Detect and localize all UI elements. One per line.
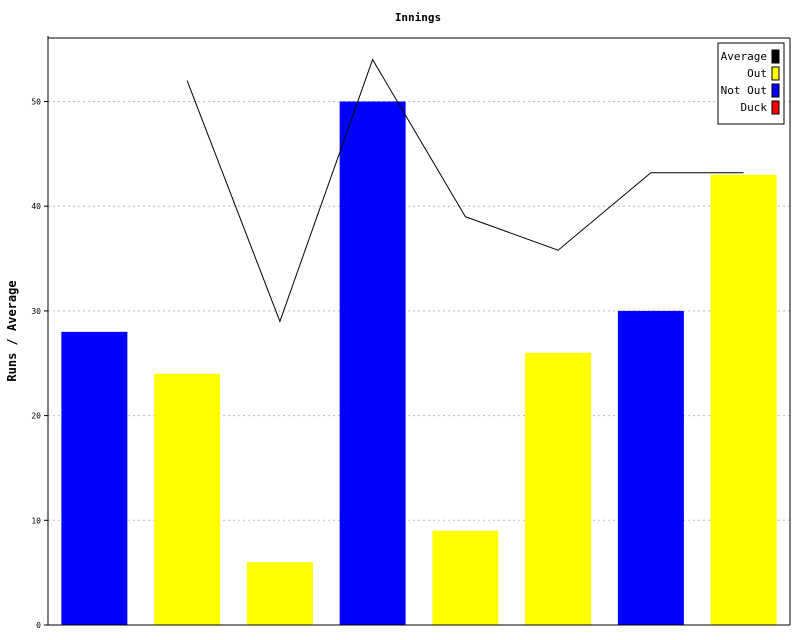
bar — [154, 373, 221, 625]
legend-label: Duck — [741, 101, 768, 114]
chart-title: Innings — [395, 11, 441, 24]
bar — [525, 352, 592, 625]
gridlines — [48, 101, 790, 521]
legend-swatch — [771, 66, 780, 81]
bar — [432, 530, 499, 625]
legend: Average Out Not Out Duck — [717, 42, 785, 125]
y-axis-label: Runs / Average — [5, 280, 19, 381]
bar — [617, 310, 684, 625]
bars — [61, 101, 777, 626]
y-tick-label: 50 — [31, 98, 41, 107]
y-tick-label: 0 — [36, 621, 41, 630]
legend-swatch — [771, 100, 780, 115]
legend-label: Out — [747, 67, 767, 80]
average-line — [186, 58, 744, 323]
legend-label: Not Out — [721, 84, 767, 97]
legend-swatch — [771, 49, 780, 64]
legend-swatch — [771, 83, 780, 98]
legend-label: Average — [721, 50, 767, 63]
bar — [61, 331, 128, 625]
y-tick-label: 30 — [31, 307, 41, 316]
bar — [246, 562, 313, 625]
bar — [339, 101, 406, 625]
bar — [710, 174, 777, 626]
y-ticks: 0 10 20 30 40 50 — [31, 98, 48, 630]
y-tick-label: 20 — [31, 412, 41, 421]
axes — [47, 36, 791, 626]
y-tick-label: 40 — [31, 202, 41, 211]
y-tick-label: 10 — [31, 516, 41, 525]
